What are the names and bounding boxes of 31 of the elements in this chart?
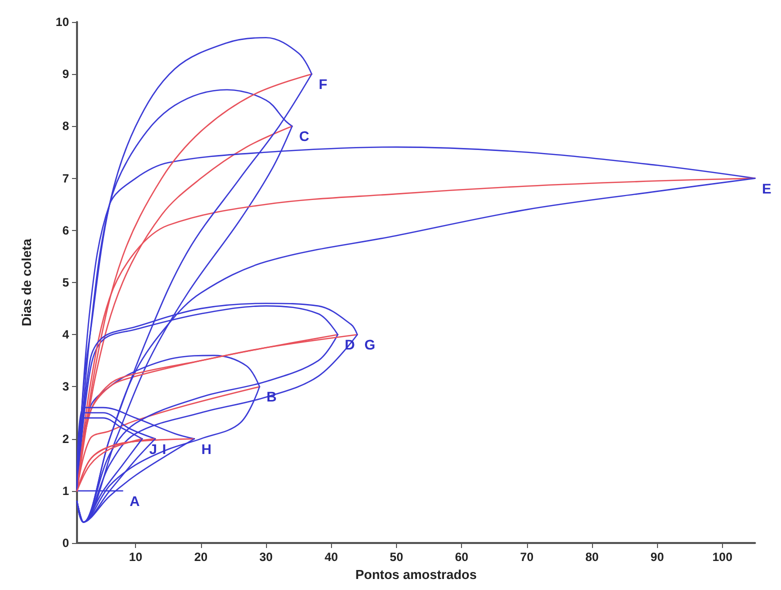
x-tick-label: 90 (650, 550, 664, 564)
y-tick-label: 7 (62, 171, 70, 186)
annotation: H (201, 440, 212, 457)
y-tick-label: 9 (62, 67, 70, 82)
annotation: I (162, 440, 166, 457)
x-tick-label: 80 (585, 550, 600, 564)
annotation: A (130, 492, 140, 509)
y-tick-label: 0 (62, 536, 70, 550)
y-tick-label: 3 (62, 380, 70, 394)
y-tick-label: 5 (62, 276, 70, 290)
x-tick-label: 20 (194, 550, 208, 564)
y-tick-label: 8 (62, 119, 70, 134)
annotation: F (318, 76, 328, 92)
y-tick-label: 6 (62, 223, 70, 238)
annotation: E (762, 180, 772, 196)
y-tick-label: 10 (56, 15, 70, 29)
x-tick-label: 70 (520, 550, 534, 564)
annotation: J (149, 440, 157, 457)
x-axis-title: Pontos amostrados (355, 566, 477, 582)
y-tick-label: 4 (62, 328, 70, 342)
x-tick-label: 30 (259, 550, 274, 564)
annotation: G (364, 336, 376, 353)
y-tick-label: 1 (62, 484, 70, 498)
x-tick-label: 60 (454, 550, 469, 564)
x-tick-label: 40 (324, 550, 338, 564)
x-tick-label: 10 (128, 550, 143, 564)
y-axis-title: Dias de coleta (19, 238, 34, 326)
annotation: C (299, 128, 310, 144)
x-tick-label: 50 (390, 550, 404, 564)
y-tick-label: 2 (62, 432, 70, 446)
x-tick-label: 100 (712, 550, 733, 564)
